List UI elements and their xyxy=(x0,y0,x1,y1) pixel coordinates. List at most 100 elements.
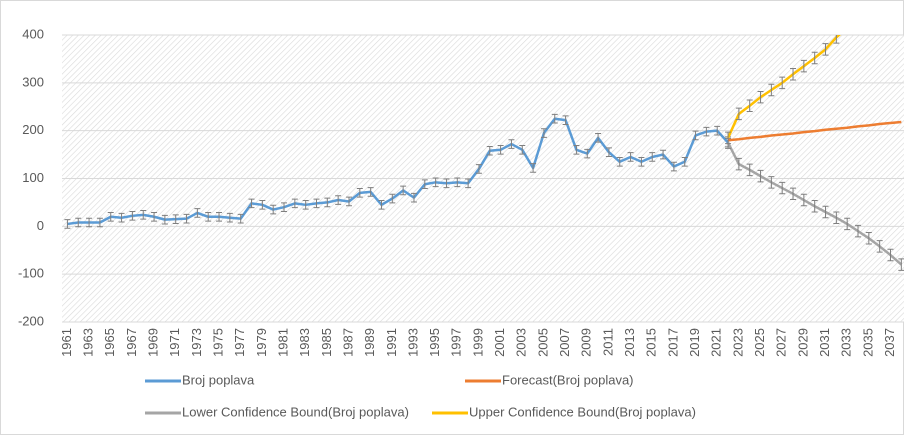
legend-label: Upper Confidence Bound(Broj poplava) xyxy=(469,404,696,419)
x-tick-label: 2023 xyxy=(730,328,745,357)
x-tick-label: 2035 xyxy=(860,328,875,357)
error-bar xyxy=(865,232,872,245)
y-tick-label: 300 xyxy=(22,74,44,89)
x-tick-label: 2001 xyxy=(492,328,507,357)
x-tick-label: 2013 xyxy=(622,328,637,357)
error-bar xyxy=(140,210,147,220)
error-bar xyxy=(757,169,764,183)
error-bar xyxy=(540,128,547,138)
error-bar xyxy=(378,200,385,210)
error-bar xyxy=(855,224,862,238)
x-tick-label: 2037 xyxy=(882,328,897,357)
error-bar xyxy=(118,212,125,223)
x-tick-label: 1991 xyxy=(384,328,399,357)
error-bar xyxy=(866,3,872,14)
series-line xyxy=(67,117,729,226)
error-bar xyxy=(573,144,580,155)
error-bar xyxy=(237,213,244,224)
error-bar xyxy=(302,200,309,210)
x-tick-label: 1997 xyxy=(449,328,464,357)
y-tick-label: 100 xyxy=(22,170,44,185)
x-tick-label: 2027 xyxy=(774,328,789,357)
error-bar xyxy=(421,179,428,190)
error-bar xyxy=(356,188,363,198)
error-bar xyxy=(844,217,851,231)
x-tick-label: 1971 xyxy=(167,328,182,357)
error-bar xyxy=(768,176,775,189)
error-bar xyxy=(855,13,861,24)
error-bar xyxy=(833,35,840,44)
error-bar xyxy=(475,164,482,174)
error-bar xyxy=(779,181,786,195)
x-tick-label: 1989 xyxy=(362,328,377,357)
error-bar xyxy=(800,193,807,207)
error-bar xyxy=(508,139,515,149)
error-bar xyxy=(497,144,504,155)
error-bar xyxy=(790,187,797,201)
error-bar xyxy=(757,90,764,104)
y-tick-label: 400 xyxy=(22,26,44,41)
error-bar xyxy=(714,125,721,136)
error-bar xyxy=(226,212,233,223)
x-tick-label: 1983 xyxy=(297,328,312,357)
error-bar xyxy=(811,51,818,65)
error-bar xyxy=(822,43,829,56)
error-bar xyxy=(844,22,850,33)
error-bar xyxy=(768,83,775,97)
error-bar xyxy=(519,144,526,155)
error-bar xyxy=(833,211,840,224)
error-bar xyxy=(172,214,179,224)
error-bar xyxy=(735,107,742,121)
error-bar xyxy=(216,211,223,222)
y-tick-label: -100 xyxy=(18,266,44,281)
x-tick-label: 2033 xyxy=(839,328,854,357)
error-bar xyxy=(96,217,103,228)
x-tick-label: 1993 xyxy=(405,328,420,357)
y-tick-label: 200 xyxy=(22,122,44,137)
y-tick-label: -200 xyxy=(18,313,44,328)
x-tick-label: 1977 xyxy=(232,328,247,357)
error-bar xyxy=(627,152,634,162)
x-tick-label: 1999 xyxy=(470,328,485,357)
x-tick-label: 1973 xyxy=(189,328,204,357)
error-bar xyxy=(205,211,212,222)
x-tick-label: 2021 xyxy=(709,328,724,357)
error-bar xyxy=(454,177,461,188)
x-tick-label: 2003 xyxy=(514,328,529,357)
x-tick-label: 2025 xyxy=(752,328,767,357)
error-bar xyxy=(151,211,158,222)
error-bar xyxy=(746,99,753,113)
error-bar xyxy=(790,67,797,81)
error-bar xyxy=(822,205,829,219)
error-bar xyxy=(75,217,82,228)
legend-label: Broj poplava xyxy=(182,372,255,387)
error-bar xyxy=(660,149,667,160)
error-bar xyxy=(345,196,352,207)
error-bar xyxy=(616,156,623,167)
error-bar xyxy=(584,148,591,159)
x-tick-label: 1995 xyxy=(427,328,442,357)
x-tick-label: 2019 xyxy=(687,328,702,357)
error-bar xyxy=(410,192,417,203)
x-tick-label: 1969 xyxy=(145,328,160,357)
error-bar xyxy=(400,185,407,196)
x-tick-label: 1985 xyxy=(319,328,334,357)
error-bar xyxy=(725,131,732,145)
y-tick-label: 0 xyxy=(37,218,44,233)
error-bar xyxy=(887,248,894,262)
error-bar xyxy=(605,147,612,157)
error-bar xyxy=(465,178,472,189)
legend-label: Forecast(Broj poplava) xyxy=(502,372,634,387)
error-bar xyxy=(595,133,602,143)
error-bar xyxy=(367,187,374,197)
error-bar xyxy=(876,240,883,253)
x-tick-label: 1965 xyxy=(102,328,117,357)
error-bar xyxy=(270,204,277,215)
error-bar xyxy=(281,202,288,213)
error-bar xyxy=(779,76,786,90)
x-tick-label: 2011 xyxy=(600,328,615,356)
error-bar xyxy=(389,193,396,204)
error-bar xyxy=(129,211,136,221)
error-bar xyxy=(811,200,818,213)
